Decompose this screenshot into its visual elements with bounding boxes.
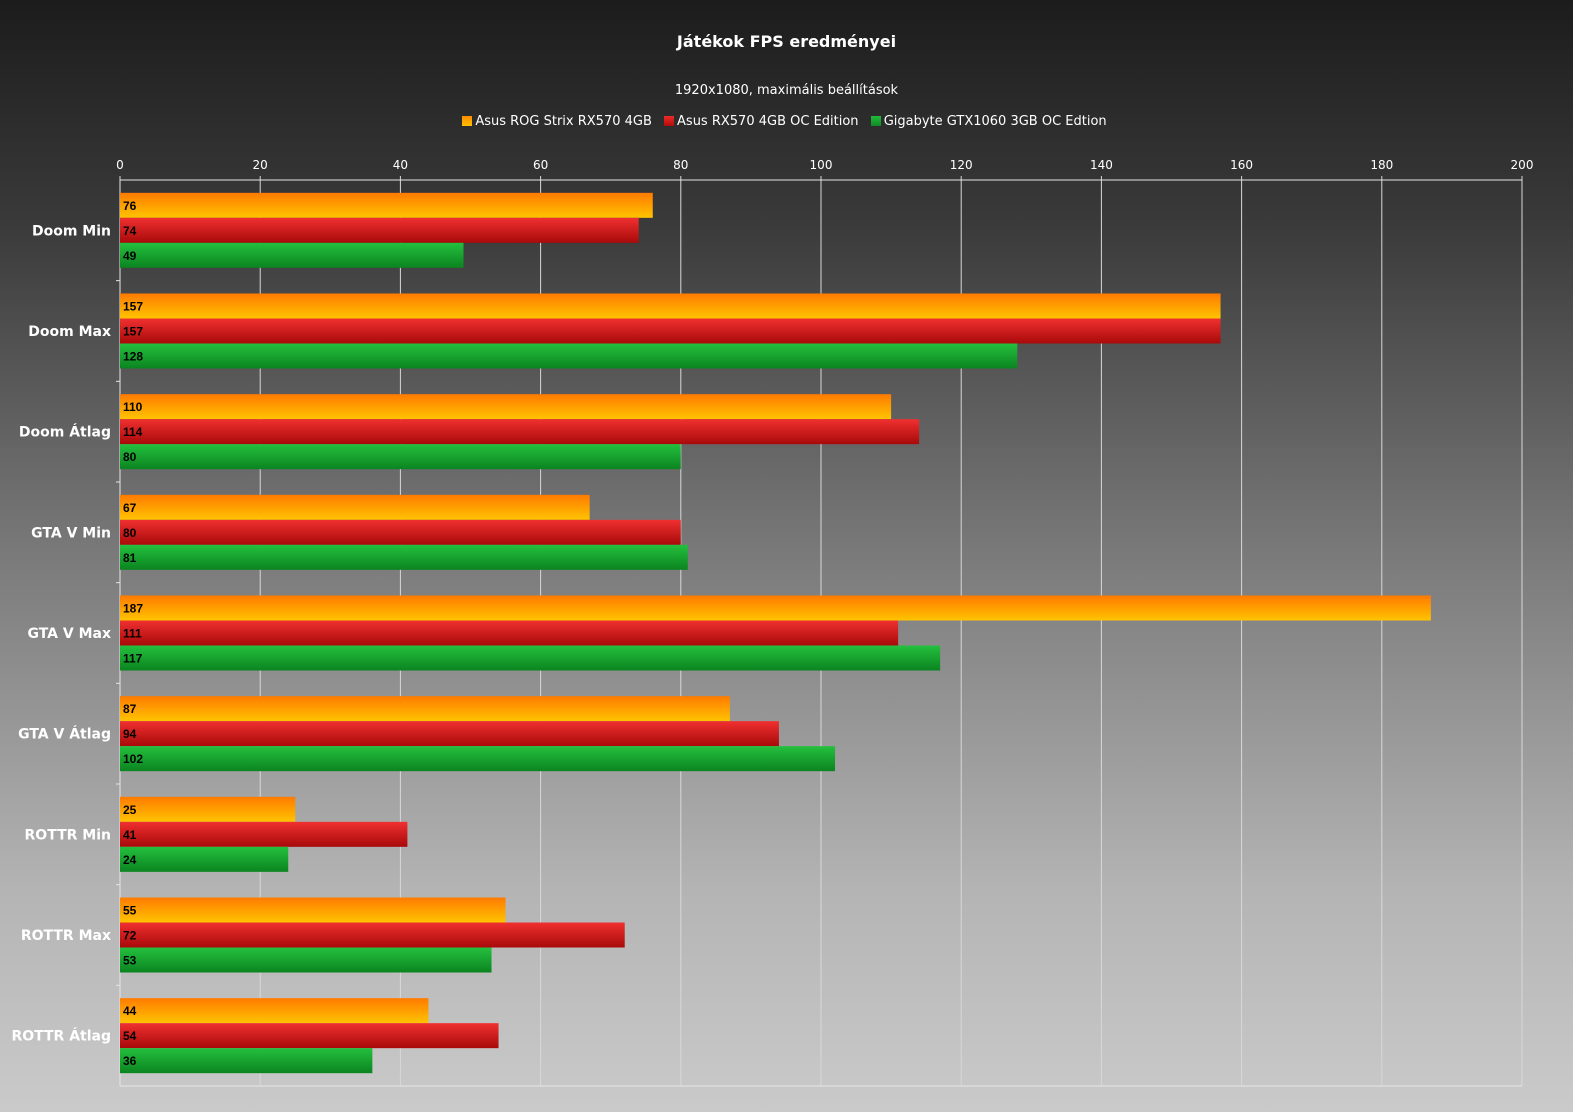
bar-series-3	[120, 544, 688, 570]
data-label: 94	[123, 727, 137, 741]
data-label: 102	[123, 752, 143, 766]
legend-swatch-series-2	[664, 116, 675, 126]
x-tick-label: 120	[950, 158, 973, 172]
bar-series-1	[120, 293, 1221, 319]
x-tick-label: 0	[116, 158, 124, 172]
bar-series-2	[120, 922, 625, 948]
bar-series-1	[120, 494, 590, 520]
bar-series-3	[120, 242, 464, 268]
legend-label-series-1: Asus ROG Strix RX570 4GB	[475, 114, 652, 129]
x-tick-label: 40	[393, 158, 408, 172]
legend-label-series-2: Asus RX570 4GB OC Edition	[677, 114, 859, 129]
bar-series-2	[120, 318, 1221, 344]
legend-label-series-3: Gigabyte GTX1060 3GB OC Edtion	[883, 114, 1107, 129]
bar-series-1	[120, 595, 1431, 621]
data-label: 76	[123, 199, 137, 213]
data-label: 187	[123, 602, 143, 616]
data-label: 49	[123, 249, 137, 263]
legend-item-series-1: Asus ROG Strix RX570 4GB	[462, 114, 652, 129]
data-label: 117	[123, 652, 143, 666]
data-label: 157	[123, 300, 143, 314]
data-label: 67	[123, 501, 137, 515]
bar-series-2	[120, 419, 920, 445]
chart-legend: Asus ROG Strix RX570 4GB Asus RX570 4GB …	[0, 114, 1573, 129]
bar-series-2	[120, 217, 639, 243]
data-label: 54	[123, 1029, 137, 1043]
data-label: 80	[123, 450, 137, 464]
bar-series-1	[120, 998, 429, 1024]
bar-series-3	[120, 645, 941, 671]
category-label: ROTTR Max	[21, 928, 111, 944]
bar-series-3	[120, 1048, 373, 1074]
legend-item-series-3: Gigabyte GTX1060 3GB OC Edtion	[870, 114, 1107, 129]
x-tick-label: 140	[1090, 158, 1113, 172]
data-label: 80	[123, 526, 137, 540]
data-label: 41	[123, 828, 137, 842]
bar-series-3	[120, 343, 1018, 369]
x-tick-label: 200	[1511, 158, 1534, 172]
category-label: GTA V Max	[27, 626, 111, 642]
x-tick-label: 100	[810, 158, 833, 172]
chart-title: Játékok FPS eredményei	[676, 32, 897, 51]
data-label: 114	[123, 425, 143, 439]
bar-series-1	[120, 897, 506, 923]
bar-series-3	[120, 746, 836, 772]
legend-swatch-series-1	[462, 116, 473, 126]
category-label: Doom Átlag	[19, 424, 111, 441]
legend-item-series-2: Asus RX570 4GB OC Edition	[664, 114, 859, 129]
bar-series-1	[120, 696, 730, 722]
legend-swatch-series-3	[870, 116, 881, 126]
x-tick-label: 160	[1230, 158, 1253, 172]
bar-series-1	[120, 796, 296, 822]
category-label: Doom Max	[28, 324, 111, 340]
category-label: ROTTR Átlag	[11, 1028, 111, 1045]
category-label: Doom Min	[32, 223, 111, 239]
data-label: 157	[123, 325, 143, 339]
category-label: GTA V Min	[31, 525, 111, 541]
x-tick-label: 80	[673, 158, 688, 172]
bar-series-1	[120, 192, 653, 218]
data-label: 44	[123, 1004, 137, 1018]
data-label: 24	[123, 853, 137, 867]
category-label: ROTTR Min	[25, 827, 111, 843]
data-label: 110	[123, 400, 143, 414]
bar-series-2	[120, 519, 681, 545]
bar-series-2	[120, 1023, 499, 1049]
bar-series-2	[120, 620, 899, 646]
x-tick-label: 20	[253, 158, 268, 172]
bar-series-3	[120, 444, 681, 470]
x-tick-label: 180	[1370, 158, 1393, 172]
x-tick-label: 60	[533, 158, 548, 172]
bar-series-1	[120, 394, 892, 420]
data-label: 111	[123, 627, 142, 641]
data-label: 81	[123, 551, 137, 565]
data-label: 36	[123, 1054, 137, 1068]
data-label: 74	[123, 224, 137, 238]
data-label: 72	[123, 929, 137, 943]
bar-series-2	[120, 821, 408, 847]
data-label: 53	[123, 954, 137, 968]
bar-series-3	[120, 947, 492, 973]
data-label: 87	[123, 702, 137, 716]
chart-subtitle: 1920x1080, maximális beállítások	[674, 83, 899, 98]
bar-series-3	[120, 846, 289, 872]
data-label: 128	[123, 350, 143, 364]
category-label: GTA V Átlag	[18, 726, 111, 743]
bar-series-2	[120, 721, 779, 747]
data-label: 55	[123, 904, 137, 918]
data-label: 25	[123, 803, 137, 817]
